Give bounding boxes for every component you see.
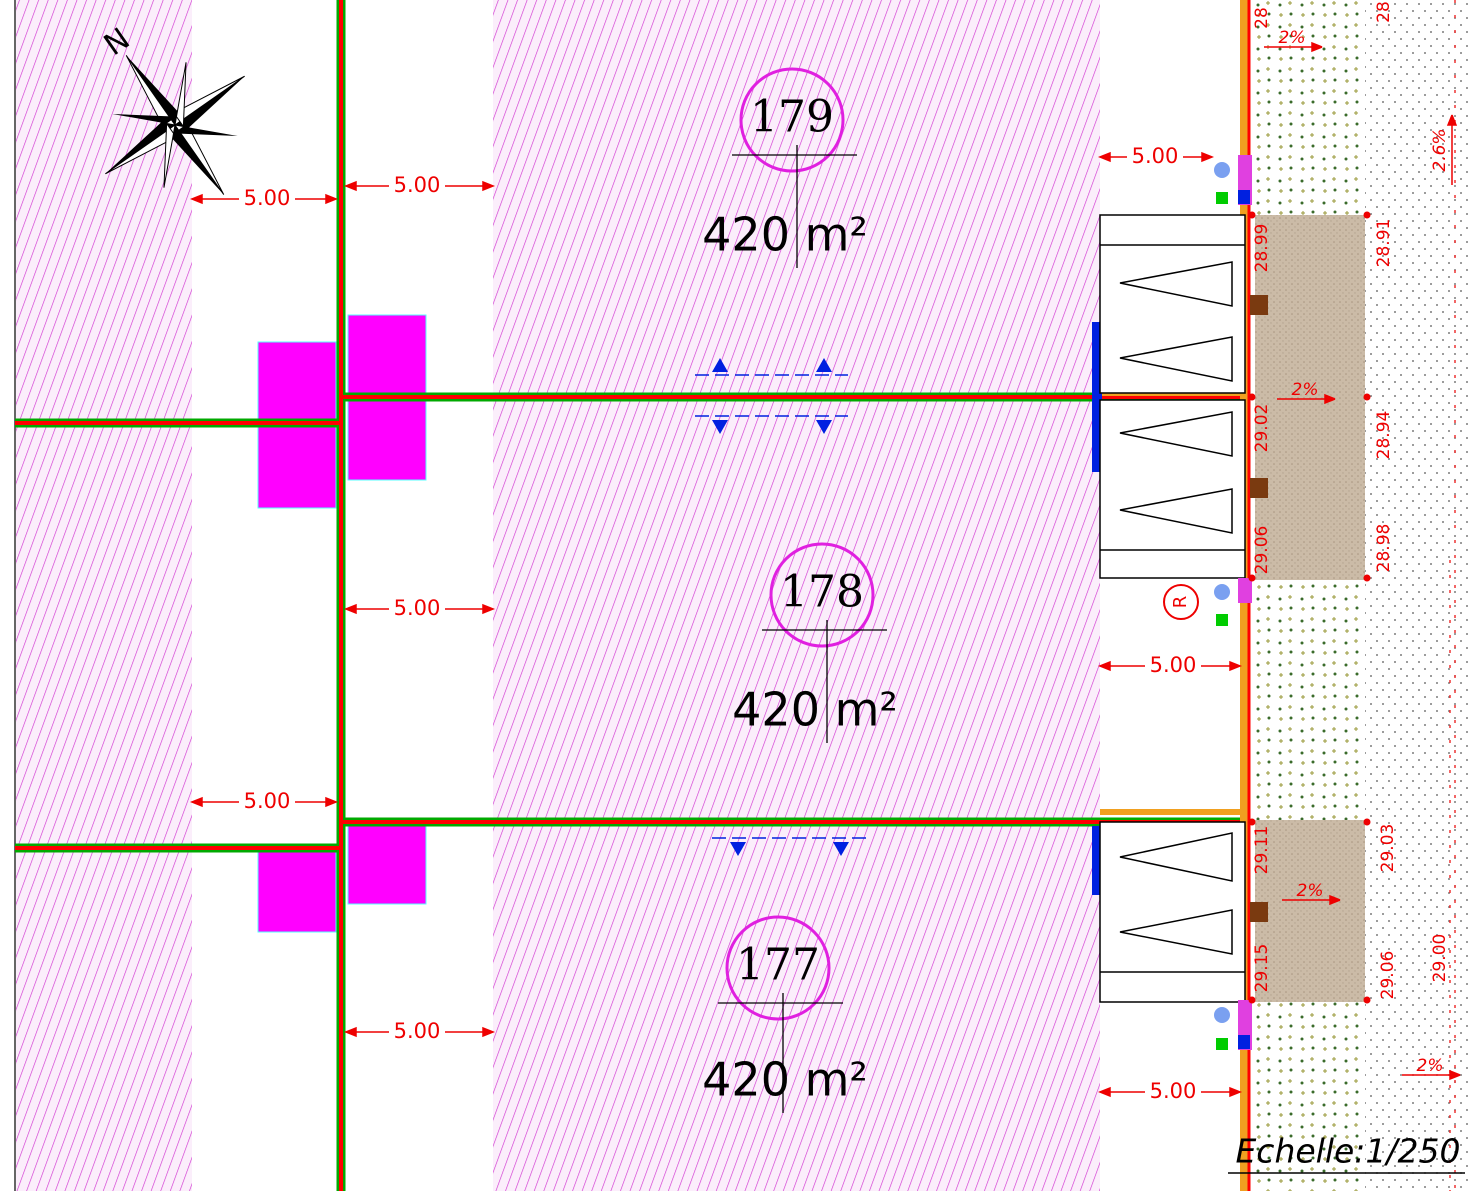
- elevation: 29.06: [1252, 526, 1272, 575]
- elevation-point: [1363, 574, 1371, 582]
- lot-cross: [762, 620, 887, 743]
- elevation: 29.03: [1378, 824, 1398, 873]
- dimension-line: [1097, 1086, 1243, 1098]
- lot-circle: [725, 915, 831, 1021]
- elevation: 28.94: [1374, 411, 1394, 460]
- slope-arrow: [1402, 1069, 1461, 1081]
- lot-circle: [739, 67, 845, 173]
- marker-circle: [1163, 584, 1199, 620]
- elevation-point: [1363, 211, 1371, 219]
- lot-cross: [732, 145, 857, 268]
- slope-label: 2%: [1417, 1056, 1444, 1076]
- elevation: 28.98: [1374, 524, 1394, 573]
- elevation-point: [1248, 996, 1256, 1004]
- slope-arrow: [1277, 393, 1336, 405]
- dimension-label: 5.00: [394, 1019, 441, 1043]
- slope-arrow: [1264, 41, 1323, 53]
- elevation: 28.99: [1252, 224, 1272, 273]
- slope-label: 2%: [1279, 28, 1306, 48]
- lot-circle: [769, 542, 875, 648]
- slope-label: 2%: [1292, 380, 1319, 400]
- dimension-line: [1097, 151, 1215, 163]
- lot-number: 177: [736, 940, 820, 991]
- dimension-label: 5.00: [1132, 144, 1179, 168]
- elevation: 28: [1252, 7, 1272, 29]
- dimension-label: 5.00: [1150, 1079, 1197, 1103]
- lot-cross: [718, 993, 843, 1113]
- elevation: 28.91: [1374, 219, 1394, 268]
- lot-area: 420 m²: [732, 683, 898, 737]
- dimension-label: 5.00: [394, 173, 441, 197]
- dimension-line: [1097, 660, 1243, 672]
- elevation-point: [1248, 393, 1256, 401]
- garages: [1099, 155, 1268, 1050]
- elevation: 29.06: [1378, 951, 1398, 1000]
- lot-boundaries: [15, 0, 1251, 1191]
- elevation: 29.15: [1252, 944, 1272, 993]
- dimension-line: [189, 796, 339, 808]
- elevation-point: [1248, 211, 1256, 219]
- elevation: 28: [1374, 1, 1394, 23]
- elevation: 29.00: [1430, 934, 1450, 983]
- slope-arrow: [1446, 114, 1458, 185]
- north-arrow: N: [98, 21, 245, 195]
- elevation-point: [1363, 393, 1371, 401]
- elevation-point: [1363, 818, 1371, 826]
- lot-number: 179: [750, 92, 834, 143]
- dimension-line: [343, 1026, 496, 1038]
- dimension-label: 5.00: [244, 186, 291, 210]
- marker-label: R: [1170, 596, 1191, 609]
- slope-label: 2%: [1297, 881, 1324, 901]
- dimension-label: 5.00: [1150, 653, 1197, 677]
- dimension-line: [189, 193, 339, 205]
- slope-arrow: [1282, 894, 1341, 906]
- lot-area: 420 m²: [702, 1053, 868, 1107]
- elevation-point: [1248, 574, 1256, 582]
- dimension-label: 5.00: [244, 789, 291, 813]
- elevation-point: [1248, 818, 1256, 826]
- dimension-line: [343, 603, 496, 615]
- dimension-label: 5.00: [394, 596, 441, 620]
- elevation: 29.02: [1252, 404, 1272, 453]
- scale-label: Echelle:1/250: [1235, 1132, 1460, 1171]
- elevation: 29.11: [1252, 826, 1272, 875]
- elevation-point: [1363, 996, 1371, 1004]
- lot-area: 420 m²: [702, 208, 868, 262]
- lot-number: 178: [780, 567, 864, 618]
- dimension-line: [343, 180, 496, 192]
- slope-label: 2.6%: [1430, 128, 1450, 171]
